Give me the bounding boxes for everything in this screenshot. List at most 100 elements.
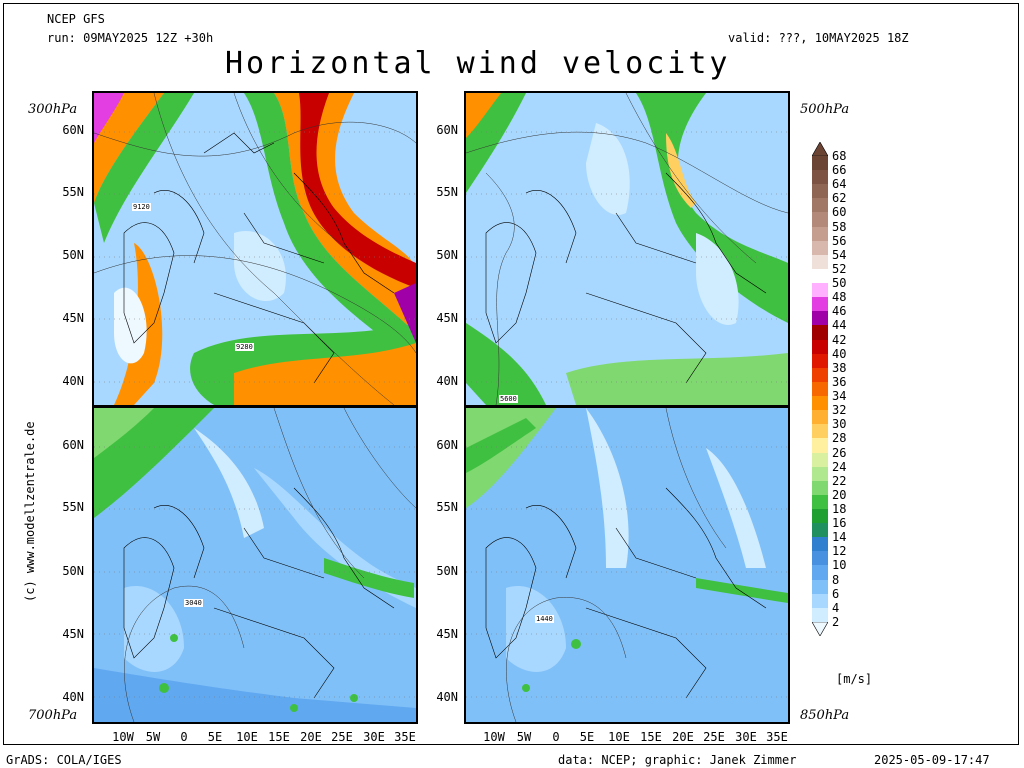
colorbar-swatch [812, 494, 828, 510]
colorbar-swatch [812, 381, 828, 397]
level-label-500: 500hPa [800, 102, 850, 117]
colorbar-label: 68 [832, 149, 847, 163]
colorbar-label: 24 [832, 459, 847, 474]
colorbar-swatch [812, 480, 828, 496]
colorbar-swatch [812, 452, 828, 468]
colorbar-label: 66 [832, 163, 847, 178]
lat-label: 40N [436, 374, 458, 388]
contour-label: 1440 [535, 615, 554, 623]
colorbar-label: 12 [832, 544, 847, 559]
lon-label: 35E [394, 730, 416, 744]
map-panel-500hpa [464, 91, 790, 407]
lat-label: 50N [62, 248, 84, 262]
colorbar-swatch [812, 226, 828, 242]
colorbar-label: 48 [832, 290, 847, 305]
colorbar-swatch [812, 198, 828, 214]
colorbar-label: 22 [832, 473, 847, 488]
colorbar-swatch [812, 565, 828, 581]
lon-label: 0 [552, 730, 560, 744]
map-title: Horizontal wind velocity [225, 46, 731, 81]
colorbar-label: 46 [832, 304, 847, 319]
colorbar-label: 2 [832, 614, 840, 629]
colorbar-label: 62 [832, 191, 847, 206]
lat-label: 50N [62, 564, 84, 578]
colorbar-swatch [812, 353, 828, 369]
lon-label: 0 [180, 730, 188, 744]
map-panel-850hpa [464, 406, 790, 724]
colorbar-label: 42 [832, 332, 847, 347]
lon-label: 10E [608, 730, 630, 744]
colorbar-label: 14 [832, 530, 847, 545]
colorbar-swatch [812, 212, 828, 228]
footer-timestamp: 2025-05-09-17:47 [874, 753, 990, 767]
colorbar-swatch [812, 396, 828, 412]
lat-label: 40N [436, 690, 458, 704]
colorbar-swatch [812, 268, 828, 284]
lon-label: 20E [672, 730, 694, 744]
level-label-700: 700hPa [28, 708, 78, 723]
colorbar-swatch [812, 325, 828, 341]
lat-label: 55N [62, 500, 84, 514]
colorbar-label: 60 [832, 205, 847, 220]
colorbar-label: 54 [832, 247, 847, 262]
lon-label: 30E [735, 730, 757, 744]
lat-label: 45N [62, 627, 84, 641]
lon-label: 10W [112, 730, 134, 744]
colorbar-label: 4 [832, 600, 840, 615]
map-panel-300hpa [92, 91, 418, 407]
lat-label: 40N [62, 374, 84, 388]
lat-label: 60N [436, 123, 458, 137]
lat-label: 45N [62, 311, 84, 325]
colorbar-label: 38 [832, 360, 847, 375]
colorbar-label: 36 [832, 374, 847, 389]
lon-label: 10W [483, 730, 505, 744]
colorbar-label: 32 [832, 403, 847, 418]
run-label: run: 09MAY2025 12Z +30h [47, 31, 214, 45]
colorbar-swatch [812, 170, 828, 186]
lon-label: 25E [331, 730, 353, 744]
map-850hpa-svg [466, 408, 788, 722]
colorbar-label: 44 [832, 318, 847, 333]
colorbar-top-arrow [812, 142, 828, 156]
colorbar-label: 20 [832, 487, 847, 502]
lat-label: 55N [436, 185, 458, 199]
lat-label: 60N [62, 123, 84, 137]
colorbar-swatch [812, 367, 828, 383]
colorbar-swatch [812, 156, 828, 171]
map-700hpa-svg [94, 408, 416, 722]
level-label-850: 850hPa [800, 708, 850, 723]
lat-label: 55N [62, 185, 84, 199]
lat-label: 60N [62, 438, 84, 452]
credit-label: (c) www.modellzentrale.de [23, 421, 37, 602]
colorbar-label: 8 [832, 572, 840, 587]
colorbar-swatch [812, 466, 828, 482]
colorbar-label: 18 [832, 502, 847, 516]
contour-label: 3040 [184, 599, 203, 607]
lat-label: 40N [62, 690, 84, 704]
colorbar-swatch [812, 240, 828, 256]
colorbar-swatch [812, 410, 828, 426]
colorbar-swatch [812, 593, 828, 609]
lon-label: 15E [640, 730, 662, 744]
colorbar-swatch [812, 551, 828, 567]
colorbar-swatch [812, 509, 828, 524]
lon-label: 25E [703, 730, 725, 744]
colorbar-label: 40 [832, 346, 847, 361]
figure-frame [3, 3, 1019, 745]
colorbar-label: 34 [832, 389, 847, 404]
contour-label: 9280 [235, 343, 254, 351]
lon-label: 5W [145, 730, 161, 744]
map-300hpa-svg [94, 93, 416, 405]
colorbar-label: 26 [832, 445, 847, 460]
footer-grads: GrADS: COLA/IGES [6, 753, 122, 767]
colorbar-swatch [812, 283, 828, 299]
colorbar-swatch [812, 254, 828, 270]
colorbar-swatch [812, 537, 828, 553]
valid-label: valid: ???, 10MAY2025 18Z [728, 31, 909, 45]
colorbar-swatch [812, 523, 828, 539]
colorbar-label: 52 [832, 261, 847, 276]
lon-label: 5W [516, 730, 532, 744]
colorbar-swatch [812, 579, 828, 595]
footer-data: data: NCEP; graphic: Janek Zimmer [558, 753, 797, 767]
colorbar-bottom-arrow [812, 621, 828, 636]
